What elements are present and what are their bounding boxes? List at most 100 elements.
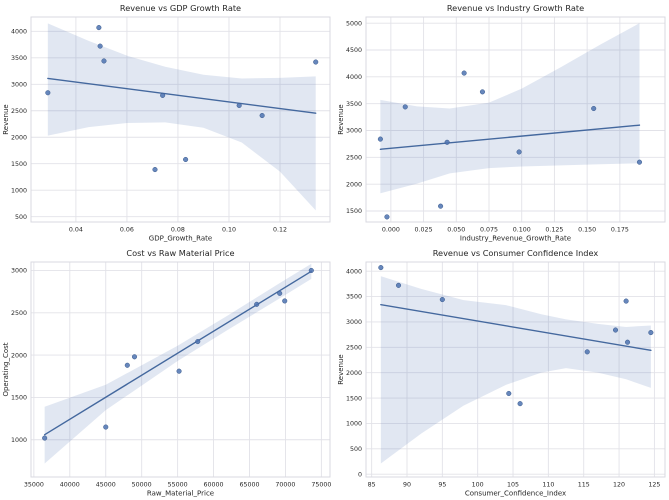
regression-line	[379, 124, 640, 150]
x-tick-label: 120	[613, 482, 625, 489]
y-tick-label: 4000	[345, 268, 361, 275]
y-tick-labels: 1500 2000 2500 3000 3500 4000 4500 5000	[345, 20, 361, 215]
chart-title: Revenue vs GDP Growth Rate	[120, 3, 241, 13]
x-tick-label: 85	[367, 482, 375, 489]
chart-title: Cost vs Raw Material Price	[126, 250, 234, 258]
confidence-band	[379, 23, 639, 194]
plot-frame	[30, 16, 331, 223]
x-tick-label: 95	[438, 482, 446, 489]
x-axis-label: Consumer_Confidence_Index	[464, 490, 565, 498]
x-tick-label: 65000	[239, 482, 259, 489]
x-tick-label: 0.175	[610, 227, 628, 234]
x-tick-label: 0.08	[171, 227, 185, 234]
scatter-points	[377, 70, 642, 220]
x-tick-label: 0.12	[273, 227, 287, 234]
y-axis-label: Revenue	[337, 354, 345, 385]
grid-lines	[365, 17, 665, 222]
y-tick-label: 1500	[11, 395, 27, 402]
y-tick-label: 0	[357, 471, 361, 478]
x-tick-label: 55000	[168, 482, 188, 489]
y-tick-labels: 0 500 1000 1500 2000 2500 3000 3500 4000	[345, 268, 361, 478]
cost-vs-raw-material-price-plot: Cost vs Raw Material Price 35000 40000 4500…	[0, 250, 335, 500]
y-tick-label: 1000	[345, 421, 361, 428]
revenue-vs-industry-growth-plot: Revenue vs Industry Growth Rate 0.000 0.02…	[334, 0, 669, 250]
x-tick-label: 0.150	[578, 227, 596, 234]
scatter-points	[377, 265, 653, 407]
figure-background	[0, 0, 335, 250]
y-tick-label: 2500	[345, 155, 361, 162]
confidence-band	[47, 23, 316, 211]
y-axis-label: Revenue	[2, 104, 10, 135]
x-tick-label: 60000	[204, 482, 224, 489]
y-tick-labels: 1000 1500 2000 2500 3000	[11, 268, 27, 444]
y-tick-label: 1500	[345, 395, 361, 402]
x-tick-labels: 35000 40000 45000 50000 55000 60000 65000 70000…	[24, 482, 332, 489]
chart-revenue-vs-consumer-confidence: Revenue vs Consumer Confidence Index 85 90…	[334, 250, 669, 500]
x-tick-labels: 0.04 0.06 0.08 0.10 0.12	[69, 227, 287, 234]
y-axis-label: Operating_Cost	[2, 342, 10, 396]
x-tick-label: 90	[402, 482, 410, 489]
x-tick-label: 0.125	[545, 227, 563, 234]
x-tick-label: 0.075	[479, 227, 497, 234]
y-tick-label: 3500	[345, 294, 361, 301]
x-tick-label: 100	[471, 482, 483, 489]
y-tick-label: 3500	[345, 101, 361, 108]
confidence-band	[44, 263, 312, 464]
y-tick-label: 3000	[345, 128, 361, 135]
x-tick-label: 0.10	[222, 227, 236, 234]
plot-frame	[30, 261, 331, 478]
y-tick-label: 2500	[345, 344, 361, 351]
y-tick-label: 3000	[11, 81, 27, 88]
x-tick-label: 50000	[132, 482, 152, 489]
y-tick-label: 3500	[11, 55, 27, 62]
y-tick-label: 2000	[11, 352, 27, 359]
x-tick-label: 0.000	[381, 227, 399, 234]
x-tick-label: 70000	[275, 482, 295, 489]
x-tick-label: 105	[507, 482, 519, 489]
plot-frame	[365, 16, 665, 223]
x-tick-label: 0.100	[512, 227, 530, 234]
x-tick-labels: 0.000 0.025 0.050 0.075 0.100 0.125 0.150 0.175	[381, 227, 628, 234]
revenue-vs-consumer-confidence-plot: Revenue vs Consumer Confidence Index 85 90…	[334, 250, 669, 500]
x-tick-label: 0.050	[447, 227, 465, 234]
x-axis-label: Raw_Material_Price	[147, 490, 214, 498]
y-tick-label: 1500	[11, 161, 27, 168]
regression-line	[47, 77, 317, 114]
chart-revenue-vs-industry-growth: Revenue vs Industry Growth Rate 0.000 0.02…	[334, 0, 669, 250]
chart-cost-vs-raw-material-price: Cost vs Raw Material Price 35000 40000 4500…	[0, 250, 335, 500]
grid-lines	[365, 262, 665, 477]
confidence-band	[380, 276, 651, 464]
y-tick-label: 4000	[345, 74, 361, 81]
y-tick-label: 500	[349, 446, 361, 453]
y-tick-label: 3000	[345, 319, 361, 326]
x-tick-label: 110	[542, 482, 554, 489]
grid-lines	[31, 262, 330, 477]
x-tick-label: 0.025	[414, 227, 432, 234]
x-tick-label: 0.04	[69, 227, 83, 234]
y-tick-labels: 500 1000 1500 2000 2500 3000 3500 4000	[11, 29, 27, 221]
x-tick-label: 45000	[96, 482, 116, 489]
x-tick-label: 115	[577, 482, 589, 489]
x-axis-label: Industry_Revenue_Growth_Rate	[459, 235, 570, 243]
scatter-points	[42, 267, 314, 441]
figure-background	[334, 250, 669, 500]
y-tick-label: 2000	[345, 181, 361, 188]
x-tick-label: 0.06	[120, 227, 134, 234]
chart-title: Revenue vs Consumer Confidence Index	[432, 250, 598, 258]
y-tick-label: 2500	[11, 310, 27, 317]
y-axis-label: Revenue	[337, 104, 345, 135]
y-tick-label: 1000	[11, 187, 27, 194]
plot-frame	[365, 261, 665, 478]
regression-line	[379, 303, 652, 352]
y-tick-label: 2500	[11, 108, 27, 115]
y-tick-label: 4000	[11, 29, 27, 36]
y-tick-label: 1000	[11, 437, 27, 444]
chart-revenue-vs-gdp-growth: Revenue vs GDP Growth Rate 0.04 0.06 0.08 0.…	[0, 0, 335, 250]
x-tick-label: 75000	[311, 482, 331, 489]
y-tick-label: 4500	[345, 47, 361, 54]
grid-lines	[31, 17, 330, 222]
y-tick-label: 3000	[11, 268, 27, 275]
chart-title: Revenue vs Industry Growth Rate	[446, 3, 583, 13]
